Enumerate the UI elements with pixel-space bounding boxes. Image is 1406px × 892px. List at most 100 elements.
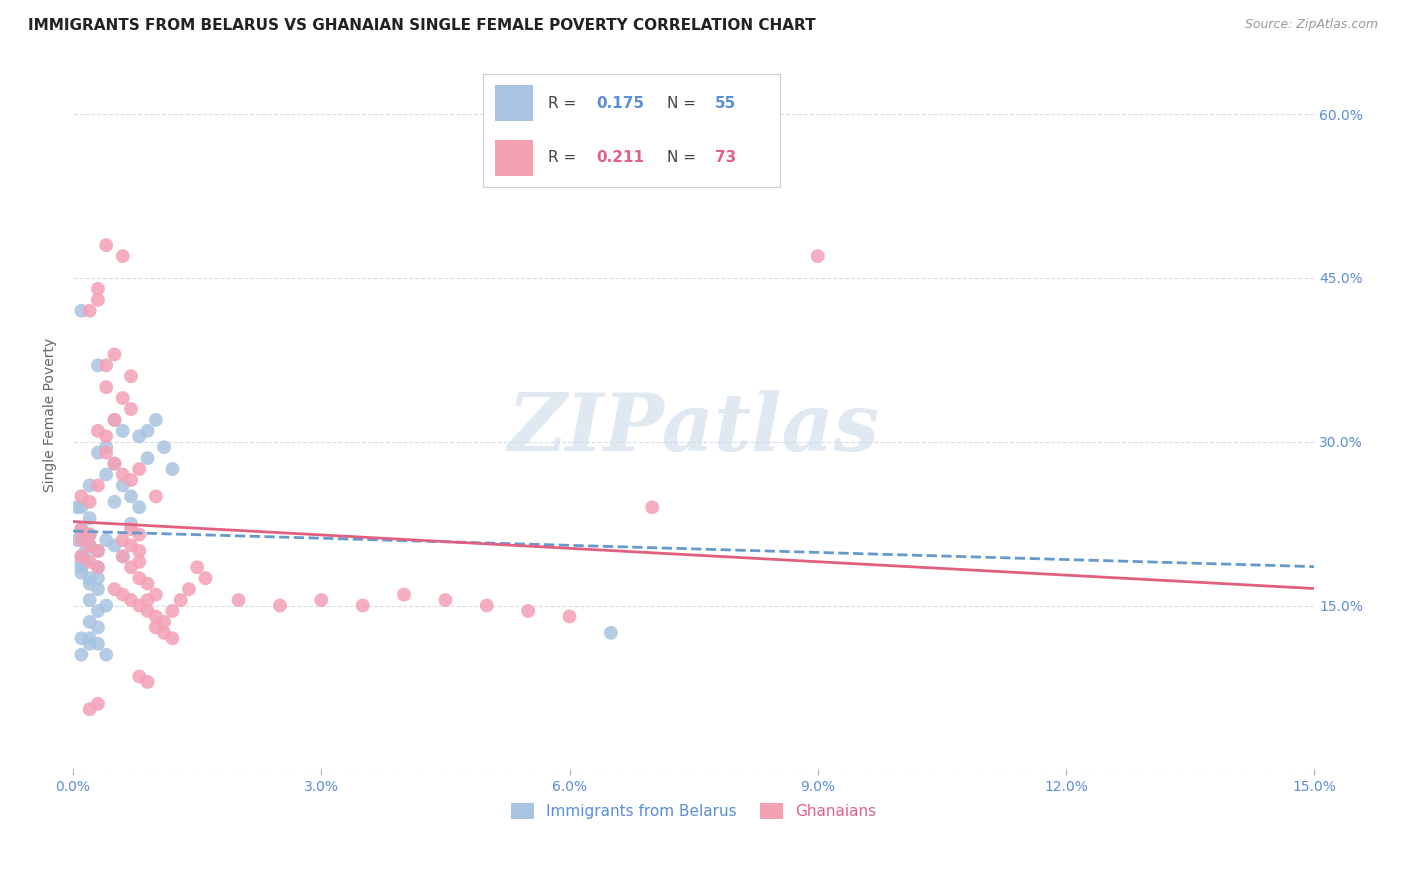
Point xyxy=(96,429,118,443)
Point xyxy=(79,702,101,716)
Point xyxy=(120,369,142,384)
Point xyxy=(136,593,159,607)
Point xyxy=(87,582,110,596)
Point xyxy=(128,544,150,558)
Point xyxy=(70,549,93,564)
Point xyxy=(153,625,176,640)
Point xyxy=(87,620,110,634)
Point xyxy=(128,669,150,683)
Point xyxy=(145,489,167,503)
Point xyxy=(558,609,581,624)
Point xyxy=(87,604,110,618)
Point xyxy=(96,238,118,252)
Point xyxy=(162,462,184,476)
Point xyxy=(79,632,101,646)
Point xyxy=(311,593,333,607)
Point xyxy=(70,549,93,564)
Point xyxy=(70,500,93,515)
Point xyxy=(87,424,110,438)
Point xyxy=(79,571,101,585)
Point xyxy=(87,571,110,585)
Point xyxy=(70,648,93,662)
Point xyxy=(807,249,830,263)
Point xyxy=(70,555,93,569)
Point xyxy=(79,527,101,541)
Point xyxy=(145,620,167,634)
Point xyxy=(79,615,101,629)
Point xyxy=(79,539,101,553)
Point xyxy=(352,599,374,613)
Point xyxy=(162,604,184,618)
Point xyxy=(111,533,134,547)
Point xyxy=(66,500,89,515)
Point xyxy=(96,648,118,662)
Point xyxy=(96,380,118,394)
Point xyxy=(70,533,93,547)
Legend: Immigrants from Belarus, Ghanaians: Immigrants from Belarus, Ghanaians xyxy=(505,797,882,825)
Point xyxy=(153,615,176,629)
Text: Source: ZipAtlas.com: Source: ZipAtlas.com xyxy=(1244,18,1378,31)
Point xyxy=(169,593,191,607)
Point xyxy=(70,522,93,536)
Point xyxy=(103,582,125,596)
Point xyxy=(136,604,159,618)
Point xyxy=(79,576,101,591)
Point xyxy=(96,359,118,373)
Point xyxy=(87,697,110,711)
Point xyxy=(87,560,110,574)
Point xyxy=(120,539,142,553)
Point xyxy=(96,599,118,613)
Point xyxy=(96,445,118,459)
Point xyxy=(87,293,110,307)
Point xyxy=(128,462,150,476)
Point xyxy=(79,637,101,651)
Point xyxy=(103,413,125,427)
Point xyxy=(475,599,498,613)
Point xyxy=(87,560,110,574)
Point xyxy=(120,489,142,503)
Point xyxy=(96,440,118,454)
Point xyxy=(128,429,150,443)
Point xyxy=(120,516,142,531)
Point xyxy=(70,489,93,503)
Point xyxy=(87,544,110,558)
Point xyxy=(87,478,110,492)
Point xyxy=(392,588,415,602)
Point xyxy=(79,539,101,553)
Point xyxy=(111,391,134,405)
Point xyxy=(434,593,457,607)
Point xyxy=(87,544,110,558)
Point xyxy=(517,604,540,618)
Text: IMMIGRANTS FROM BELARUS VS GHANAIAN SINGLE FEMALE POVERTY CORRELATION CHART: IMMIGRANTS FROM BELARUS VS GHANAIAN SING… xyxy=(28,18,815,33)
Point xyxy=(111,549,134,564)
Point xyxy=(79,478,101,492)
Point xyxy=(103,347,125,361)
Point xyxy=(87,445,110,459)
Point xyxy=(120,402,142,417)
Point xyxy=(79,555,101,569)
Point xyxy=(136,675,159,690)
Point xyxy=(136,451,159,466)
Point xyxy=(70,303,93,318)
Point xyxy=(79,527,101,541)
Point xyxy=(128,500,150,515)
Point xyxy=(66,533,89,547)
Point xyxy=(128,571,150,585)
Point xyxy=(145,588,167,602)
Point xyxy=(153,440,176,454)
Point xyxy=(128,599,150,613)
Point xyxy=(136,424,159,438)
Point xyxy=(111,549,134,564)
Point xyxy=(120,522,142,536)
Point xyxy=(79,593,101,607)
Point xyxy=(87,359,110,373)
Point xyxy=(136,576,159,591)
Point xyxy=(75,555,97,569)
Point xyxy=(228,593,250,607)
Point xyxy=(186,560,208,574)
Point xyxy=(103,457,125,471)
Point xyxy=(120,473,142,487)
Point xyxy=(87,637,110,651)
Point xyxy=(128,527,150,541)
Point xyxy=(96,533,118,547)
